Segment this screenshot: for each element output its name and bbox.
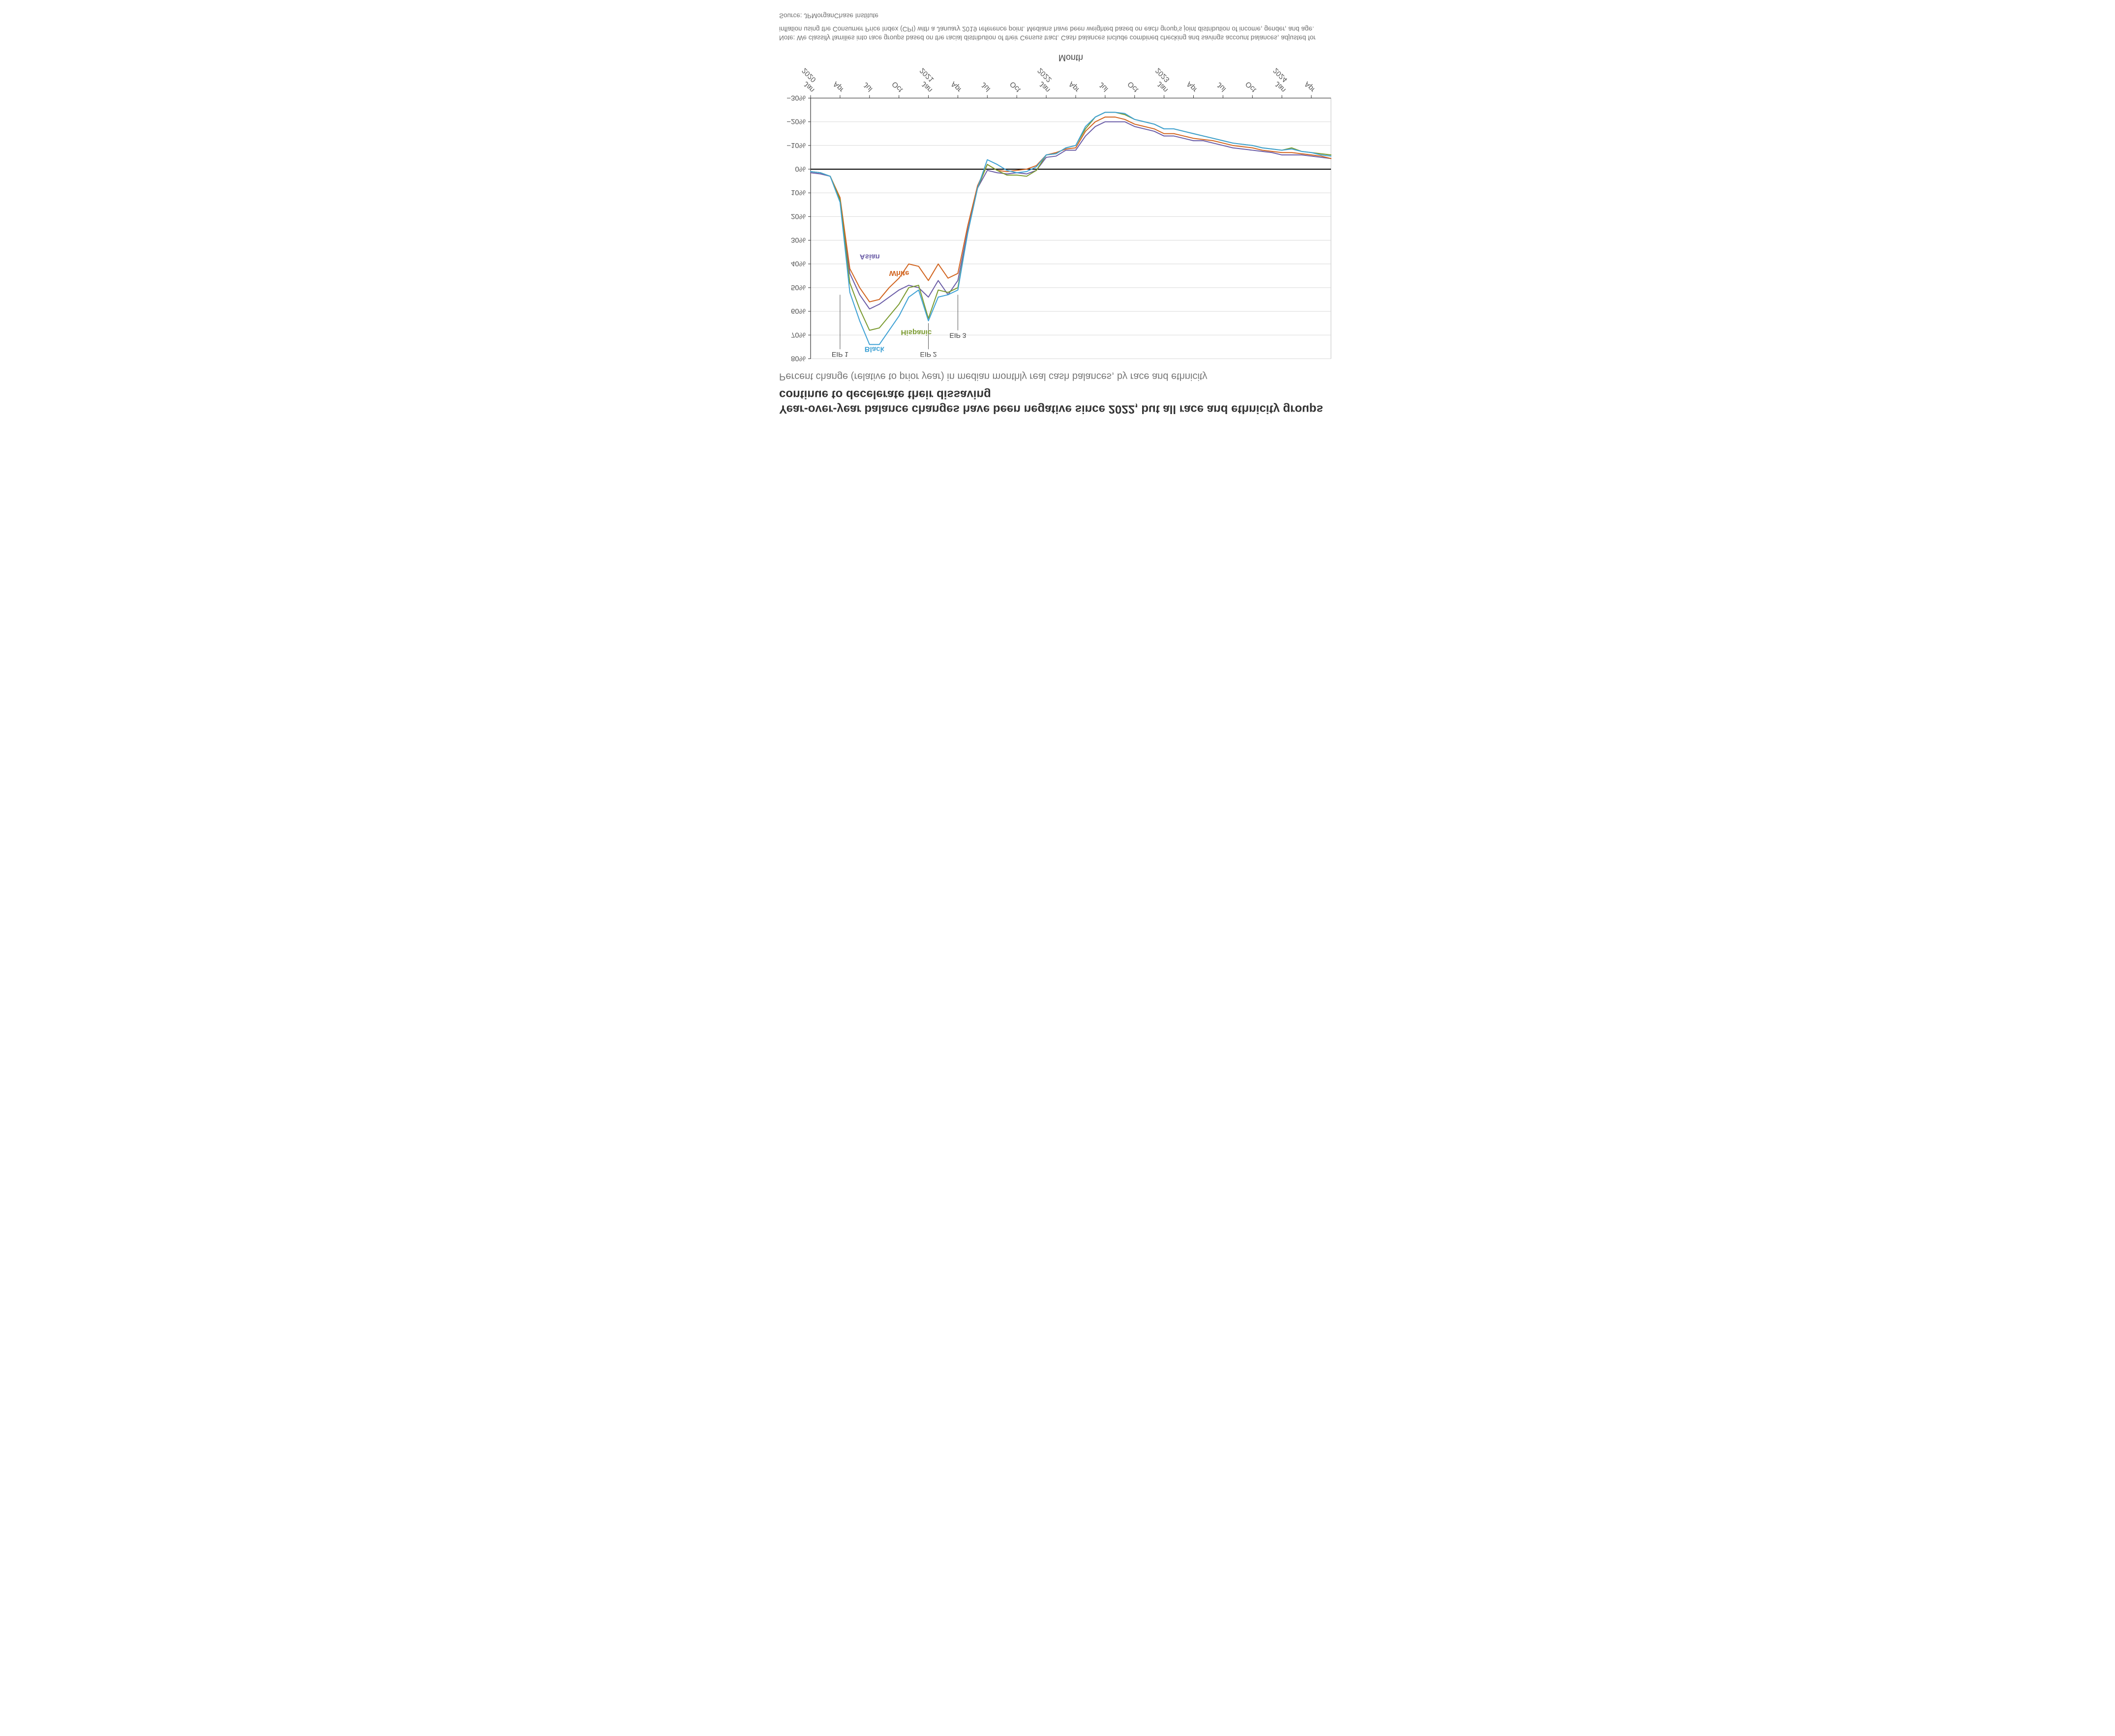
x-tick-year: 2023 [1154,66,1172,84]
x-tick-month: Oct [1244,80,1258,94]
x-tick-month: Jul [862,81,875,93]
series-label-black: Black [865,345,885,353]
chart-footnote: Note: We classify families into race gro… [779,24,1336,42]
series-line-black [811,112,1331,344]
x-tick-month: Apr [1067,80,1082,94]
series-label-white: White [889,269,909,277]
y-tick-label: 0% [795,165,806,173]
x-tick-month: Apr [1303,80,1317,94]
line-chart: −30% −20% −10% 0% 10% 20% 30% 40% 50% 60% 70% 80% Ja… [779,49,1336,363]
x-tick-month: Apr [1185,80,1199,94]
series-label-asian: Asian [860,252,880,261]
x-tick-month: Jan [1155,80,1170,94]
chart-subtitle: Percent change (relative to prior year) … [779,370,1336,382]
chart-source: Source: JPMorganChase Institute [779,12,1336,19]
series-label-hispanic: Hispanic [901,329,932,337]
x-tick-month: Jul [979,81,992,93]
y-tick-label: −10% [786,141,806,150]
y-tick-label: 30% [791,236,806,244]
annotation-eip2: EIP 2 [920,351,937,359]
x-tick-year: 2022 [1036,66,1054,84]
annotation-eip1: EIP 1 [832,351,848,359]
x-tick-year: 2024 [1271,66,1289,84]
series-line-asian [811,122,1331,309]
x-tick-month: Oct [1126,80,1140,94]
x-tick-month: Jul [1215,81,1228,93]
x-tick-month: Jan [802,80,816,94]
y-tick-label: 50% [791,283,806,292]
x-tick-month: Jan [1037,80,1052,94]
y-tick-label: 70% [791,330,806,339]
y-tick-label: 80% [791,354,806,362]
y-tick-label: −20% [786,118,806,126]
chart-svg: −30% −20% −10% 0% 10% 20% 30% 40% 50% 60% 70% 80% Ja… [779,49,1336,363]
x-tick-month: Jul [1097,81,1110,93]
x-axis-title: Month [1058,53,1083,62]
x-tick-month: Apr [831,80,846,94]
y-tick-label: 40% [791,260,806,268]
y-tick-label: 60% [791,307,806,315]
x-tick-month: Oct [890,80,905,94]
x-tick-month: Jan [1273,80,1287,94]
y-tick-label: 10% [791,188,806,197]
x-tick-month: Jan [920,80,934,94]
x-tick-year: 2020 [800,66,818,84]
annotation-eip3: EIP 3 [949,332,966,340]
x-tick-year: 2021 [918,66,936,84]
y-tick-label: −30% [786,93,806,102]
series-line-white [811,117,1331,302]
x-tick-month: Apr [949,80,964,94]
y-tick-label: 20% [791,212,806,220]
chart-title: Year-over-year balance changes have been… [779,387,1336,416]
x-tick-month: Oct [1008,80,1023,94]
